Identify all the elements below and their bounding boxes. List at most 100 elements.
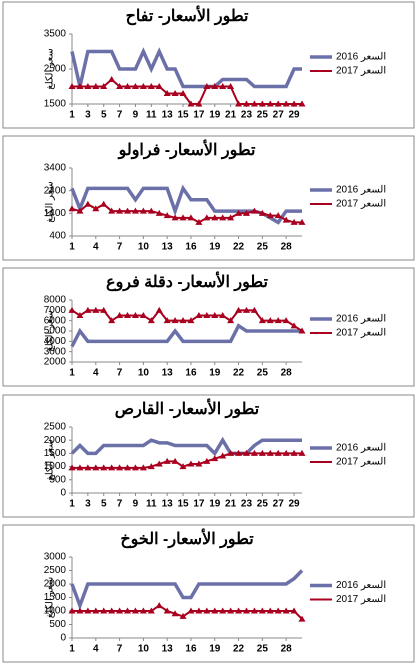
x-tick-label: 28 bbox=[281, 644, 293, 655]
y-tick-label: 2400 bbox=[44, 185, 67, 196]
x-tick-label: 3 bbox=[85, 110, 91, 121]
point-marker bbox=[227, 214, 235, 221]
x-tick-label: 1 bbox=[69, 242, 75, 253]
series-line bbox=[70, 47, 302, 89]
point-marker bbox=[171, 214, 179, 221]
point-marker bbox=[187, 607, 195, 614]
y-tick-label: 3000 bbox=[44, 346, 67, 357]
legend-label: السعر 2016 bbox=[336, 52, 386, 63]
x-tick-label: 10 bbox=[138, 368, 150, 379]
point-marker bbox=[92, 306, 100, 313]
x-tick-label: 13 bbox=[162, 644, 174, 655]
legend-label: السعر 2016 bbox=[336, 185, 386, 196]
point-marker bbox=[84, 83, 92, 89]
point-marker bbox=[242, 607, 250, 614]
legend-label: السعر 2017 bbox=[336, 199, 386, 210]
x-tick-label: 7 bbox=[117, 499, 123, 510]
x-tick-label: 21 bbox=[225, 499, 237, 510]
point-marker bbox=[235, 209, 243, 216]
point-marker bbox=[274, 607, 282, 614]
x-tick-label: 25 bbox=[257, 110, 269, 121]
x-tick-label: 25 bbox=[257, 242, 269, 253]
x-tick-label: 22 bbox=[233, 368, 245, 379]
point-marker bbox=[131, 207, 139, 214]
y-tick-label: 8000 bbox=[44, 295, 67, 306]
point-marker bbox=[147, 83, 155, 89]
point-marker bbox=[179, 463, 187, 470]
x-tick-label: 17 bbox=[193, 110, 205, 121]
point-marker bbox=[258, 100, 266, 107]
point-marker bbox=[171, 457, 179, 464]
x-tick-label: 19 bbox=[209, 110, 221, 121]
x-tick-label: 13 bbox=[162, 368, 174, 379]
y-tick-label: 400 bbox=[49, 231, 66, 242]
point-marker bbox=[116, 464, 124, 471]
point-marker bbox=[108, 76, 116, 82]
point-marker bbox=[195, 100, 203, 107]
point-marker bbox=[290, 607, 298, 614]
x-tick-label: 15 bbox=[177, 499, 189, 510]
x-tick-label: 4 bbox=[93, 644, 99, 655]
point-marker bbox=[92, 205, 100, 212]
y-axis-label: سعر الكلغ bbox=[45, 181, 56, 222]
y-tick-label: 1500 bbox=[44, 592, 67, 603]
point-marker bbox=[139, 83, 147, 89]
x-tick-label: 13 bbox=[162, 499, 174, 510]
x-tick-label: 11 bbox=[146, 110, 157, 121]
point-marker bbox=[100, 306, 108, 313]
point-marker bbox=[282, 216, 290, 223]
point-marker bbox=[131, 312, 139, 318]
point-marker bbox=[116, 312, 124, 318]
point-marker bbox=[250, 207, 258, 214]
point-marker bbox=[84, 200, 92, 207]
point-marker bbox=[258, 607, 266, 614]
y-tick-label: 6000 bbox=[44, 315, 67, 326]
point-marker bbox=[68, 205, 76, 212]
series-line bbox=[70, 436, 302, 457]
point-marker bbox=[171, 317, 179, 324]
point-marker bbox=[108, 317, 116, 324]
point-marker bbox=[131, 464, 139, 471]
point-marker bbox=[84, 607, 92, 614]
x-tick-label: 7 bbox=[117, 368, 123, 379]
point-marker bbox=[282, 100, 290, 107]
legend-label: السعر 2017 bbox=[336, 66, 386, 77]
panel bbox=[2, 394, 415, 518]
point-marker bbox=[116, 607, 124, 614]
x-tick-label: 9 bbox=[133, 499, 139, 510]
x-tick-label: 22 bbox=[233, 644, 245, 655]
point-marker bbox=[242, 209, 250, 216]
x-tick-label: 7 bbox=[117, 644, 123, 655]
panel bbox=[2, 267, 415, 387]
point-marker bbox=[298, 218, 306, 225]
point-marker bbox=[92, 83, 100, 89]
x-tick-label: 15 bbox=[177, 110, 189, 121]
point-marker bbox=[258, 317, 266, 324]
point-marker bbox=[211, 455, 219, 462]
y-tick-label: 3500 bbox=[44, 29, 67, 40]
point-marker bbox=[219, 83, 227, 89]
point-marker bbox=[155, 460, 163, 467]
chart-title: تطور الأسعار- تفاح bbox=[126, 5, 249, 26]
point-marker bbox=[203, 457, 211, 464]
x-tick-label: 10 bbox=[138, 242, 150, 253]
point-marker bbox=[108, 607, 116, 614]
y-tick-label: 1000 bbox=[44, 606, 67, 617]
point-marker bbox=[84, 464, 92, 471]
point-marker bbox=[76, 312, 84, 318]
x-tick-label: 10 bbox=[138, 644, 150, 655]
point-marker bbox=[195, 218, 203, 225]
x-tick-label: 28 bbox=[281, 368, 293, 379]
point-marker bbox=[219, 452, 227, 459]
chart-title: تطور الأسعار- فراولو bbox=[118, 139, 256, 160]
legend-label: السعر 2016 bbox=[336, 443, 386, 454]
point-marker bbox=[250, 607, 258, 614]
point-marker bbox=[250, 100, 258, 107]
y-tick-label: 2500 bbox=[44, 64, 67, 75]
point-marker bbox=[187, 317, 195, 324]
point-marker bbox=[131, 607, 139, 614]
y-tick-label: 3000 bbox=[44, 552, 67, 563]
point-marker bbox=[266, 100, 274, 107]
x-tick-label: 16 bbox=[185, 368, 197, 379]
series-line bbox=[71, 308, 303, 332]
